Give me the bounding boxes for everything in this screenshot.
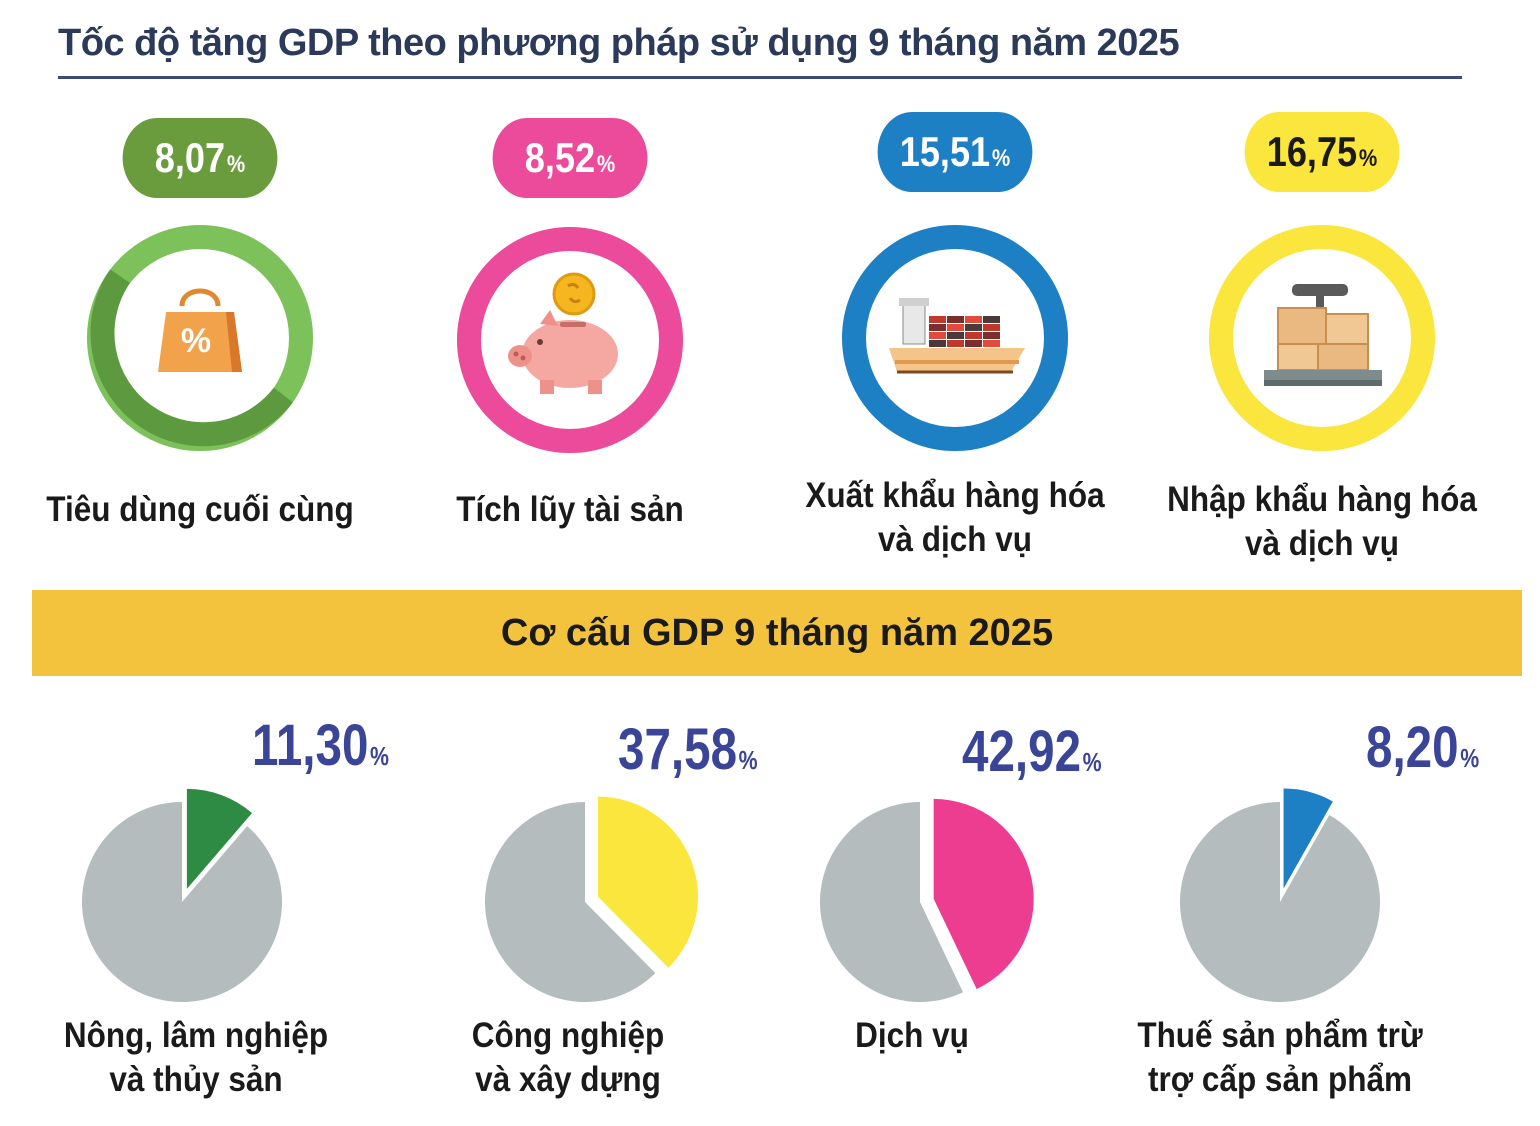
structure-value-number: 37,58	[618, 717, 738, 782]
structure-percent-sign: %	[370, 741, 390, 771]
growth-label: Tích lũy tài sản	[456, 490, 684, 529]
structure-label: Công nghiệp và xây dựng	[471, 1016, 665, 1099]
piggy-bank-coin-icon	[508, 272, 618, 394]
structure-title: Cơ cấu GDP 9 tháng năm 2025	[500, 612, 1054, 654]
growth-label: Tiêu dùng cuối cùng	[46, 490, 354, 529]
structure-pie	[484, 796, 698, 1002]
pie-slice-rest	[484, 802, 656, 1002]
growth-value-pill: 16,75%	[1244, 112, 1400, 192]
pie-slice-rest	[820, 802, 964, 1002]
growth-value: 16,75	[1266, 128, 1358, 175]
shopping-bag-percent-icon: %	[158, 288, 242, 372]
cargo-ship-icon	[889, 298, 1025, 374]
pie-slice-highlight	[597, 796, 698, 968]
structure-pie	[1180, 788, 1380, 1002]
pie-slice-rest	[1180, 802, 1380, 1002]
structure-label: Dịch vụ	[855, 1016, 969, 1055]
growth-value-pill: 8,52%	[492, 118, 648, 198]
growth-value: 8,07	[154, 134, 226, 181]
growth-percent-sign: %	[991, 145, 1011, 172]
pie-slice-highlight	[1283, 788, 1333, 889]
growth-percent-sign: %	[226, 151, 246, 178]
structure-value-number: 8,20	[1366, 715, 1459, 780]
growth-label: Xuất khẩu hàng hóa và dịch vụ	[805, 476, 1105, 559]
pie-slice-highlight	[186, 788, 253, 889]
structure-value-number: 11,30	[252, 713, 369, 778]
growth-ring-icon	[1209, 225, 1435, 451]
growth-ring-icon: %	[87, 225, 313, 451]
structure-pie	[82, 788, 282, 1002]
structure-label: Nông, lâm nghiệp và thủy sản	[63, 1016, 329, 1099]
structure-value: 11,30%	[252, 712, 389, 779]
structure-value-number: 42,92	[962, 719, 1082, 784]
growth-value-pill: 8,07%	[122, 118, 278, 198]
structure-banner: Cơ cấu GDP 9 tháng năm 2025	[32, 590, 1522, 676]
growth-value: 15,51	[899, 128, 991, 175]
structure-value: 42,92%	[962, 718, 1102, 785]
growth-ring-icon	[842, 225, 1068, 451]
growth-value-pill: 15,51%	[877, 112, 1033, 192]
page-title: Tốc độ tăng GDP theo phương pháp sử dụng…	[58, 22, 1180, 64]
structure-percent-sign: %	[738, 745, 758, 775]
title-divider	[58, 76, 1462, 79]
structure-value: 37,58%	[618, 716, 758, 783]
growth-ring-icon	[457, 227, 683, 453]
structure-percent-sign: %	[1460, 743, 1480, 773]
growth-value: 8,52	[524, 134, 596, 181]
svg-text:%: %	[181, 322, 211, 360]
structure-label: Thuế sản phẩm trừ trợ cấp sản phẩm	[1137, 1016, 1423, 1099]
pie-slice-highlight	[933, 798, 1034, 990]
growth-label: Nhập khẩu hàng hóa và dịch vụ	[1167, 480, 1477, 563]
weighing-scale-boxes-icon	[1264, 284, 1382, 386]
structure-value: 8,20%	[1366, 714, 1479, 781]
pie-slice-rest	[82, 802, 282, 1002]
growth-percent-sign: %	[1358, 145, 1378, 172]
growth-percent-sign: %	[596, 151, 616, 178]
structure-pie	[820, 798, 1034, 1002]
structure-percent-sign: %	[1082, 747, 1102, 777]
